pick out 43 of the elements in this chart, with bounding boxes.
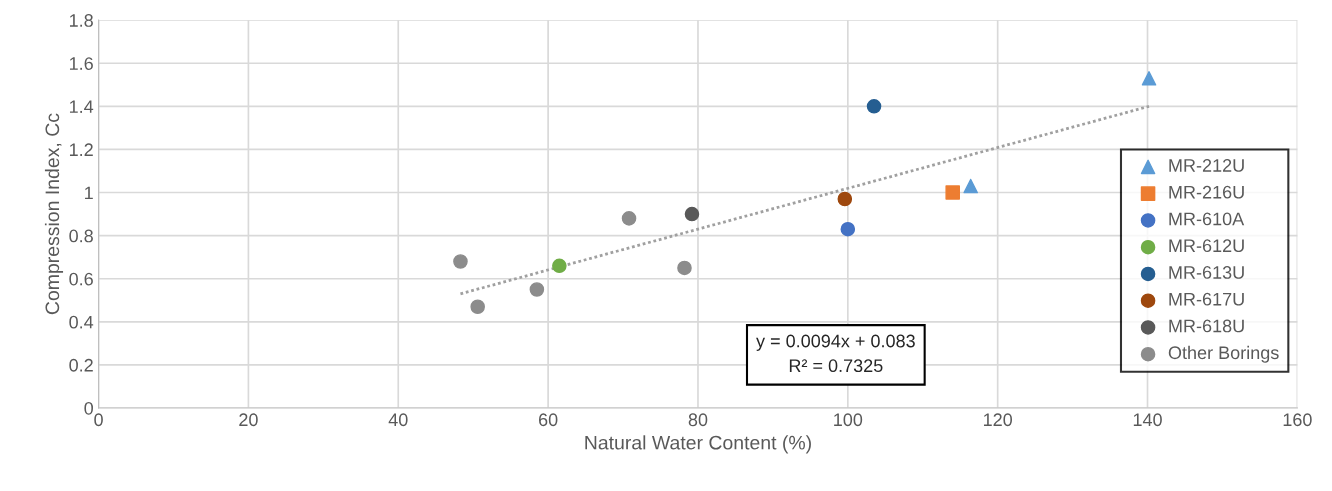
y-axis-title: Compression Index, Cc bbox=[44, 113, 64, 315]
x-tick-label: 0 bbox=[94, 413, 103, 427]
point bbox=[453, 254, 468, 269]
y-tick-label: 1.2 bbox=[69, 143, 93, 156]
y-tick-label: 0 bbox=[84, 401, 93, 415]
point bbox=[1141, 71, 1157, 86]
legend-label: MR-216U bbox=[1169, 185, 1244, 199]
point bbox=[529, 282, 545, 297]
y-tick-label: 0.6 bbox=[69, 272, 93, 286]
point bbox=[963, 178, 978, 194]
x-tick-label: 40 bbox=[388, 413, 408, 427]
legend-label: MR-617U bbox=[1169, 292, 1244, 306]
y-tick-label: 0.2 bbox=[69, 358, 93, 372]
x-tick-label: 160 bbox=[1283, 413, 1312, 427]
legend-label: Other Borings bbox=[1168, 345, 1279, 363]
y-tick-label: 1 bbox=[85, 186, 93, 200]
point bbox=[837, 191, 853, 207]
legend-label: MR-212U bbox=[1169, 159, 1244, 172]
y-tick-label: 0.8 bbox=[69, 229, 93, 243]
point bbox=[684, 206, 700, 222]
y-tick-label: 1.6 bbox=[69, 57, 93, 70]
x-tick-label: 120 bbox=[983, 413, 1013, 427]
x-tick-label: 60 bbox=[538, 413, 558, 427]
point bbox=[945, 185, 960, 200]
point bbox=[677, 260, 692, 276]
x-tick-label: 80 bbox=[688, 413, 708, 427]
y-tick-label: 1.8 bbox=[69, 14, 93, 27]
x-tick-label: 140 bbox=[1133, 413, 1162, 427]
y-tick-label: 0.4 bbox=[69, 315, 94, 329]
legend-label: MR-612U bbox=[1169, 239, 1244, 253]
point bbox=[866, 99, 882, 114]
point bbox=[470, 299, 485, 315]
x-tick-label: 100 bbox=[834, 413, 863, 427]
y-tick-label: 1.4 bbox=[69, 100, 94, 113]
x-axis-title: Natural Water Content (%) bbox=[585, 435, 811, 454]
point bbox=[552, 258, 567, 274]
point bbox=[840, 221, 856, 237]
legend-label: MR-618U bbox=[1169, 319, 1244, 333]
legend-label: MR-610A bbox=[1169, 212, 1245, 226]
legend-label: MR-613U bbox=[1169, 266, 1244, 279]
annotation: y = 0.0094x + 0.083 R² = 0.7325 bbox=[756, 334, 915, 373]
point bbox=[621, 211, 637, 226]
x-tick-label: 20 bbox=[239, 413, 258, 427]
